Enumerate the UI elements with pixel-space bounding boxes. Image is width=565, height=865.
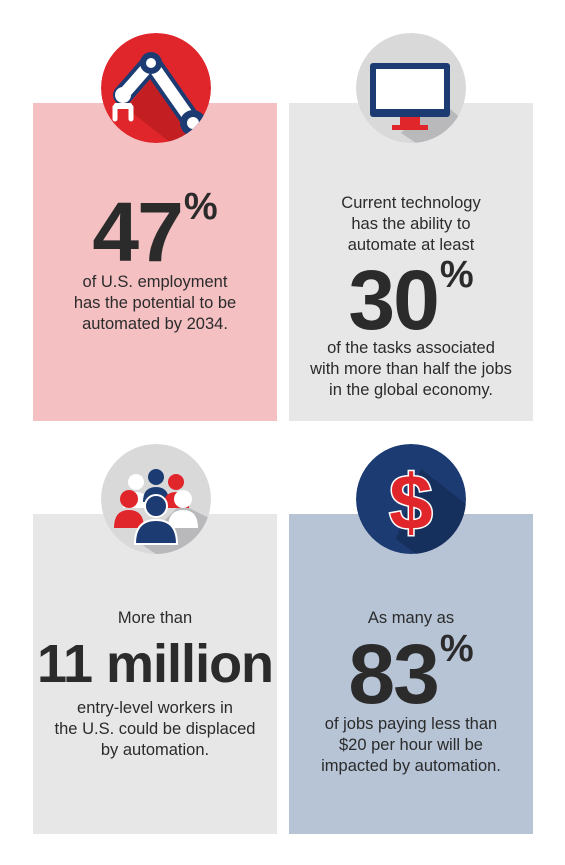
robot-arm-icon <box>101 33 211 143</box>
stat-workers-caption: entry-level workers in the U.S. could be… <box>54 699 256 759</box>
stat-card-workers <box>33 514 277 834</box>
workers-group-icon <box>101 444 211 554</box>
stat-card-employment <box>33 103 277 421</box>
stat-tasks-value: 30% <box>348 253 474 347</box>
computer-monitor-icon <box>356 33 466 143</box>
stat-workers-intro: More than <box>117 609 193 627</box>
stat-employment-value: 47% <box>92 185 218 279</box>
dollar-sign-icon: $ <box>356 444 466 554</box>
stat-wages-caption: of jobs paying less than $20 per hour wi… <box>321 715 501 775</box>
stat-card-tasks <box>289 103 533 421</box>
stat-tasks-caption: of the tasks associated with more than h… <box>310 339 512 399</box>
stat-employment-caption: of U.S. employment has the potential to … <box>73 273 237 333</box>
stat-wages-intro: As many as <box>367 609 455 627</box>
stat-workers-value: 11 million <box>36 634 274 694</box>
stat-tasks-intro: Current technology has the ability to au… <box>341 194 481 254</box>
svg-text:$: $ <box>389 458 432 546</box>
stat-wages-value: 83% <box>348 627 474 721</box>
stat-card-wages <box>289 514 533 834</box>
